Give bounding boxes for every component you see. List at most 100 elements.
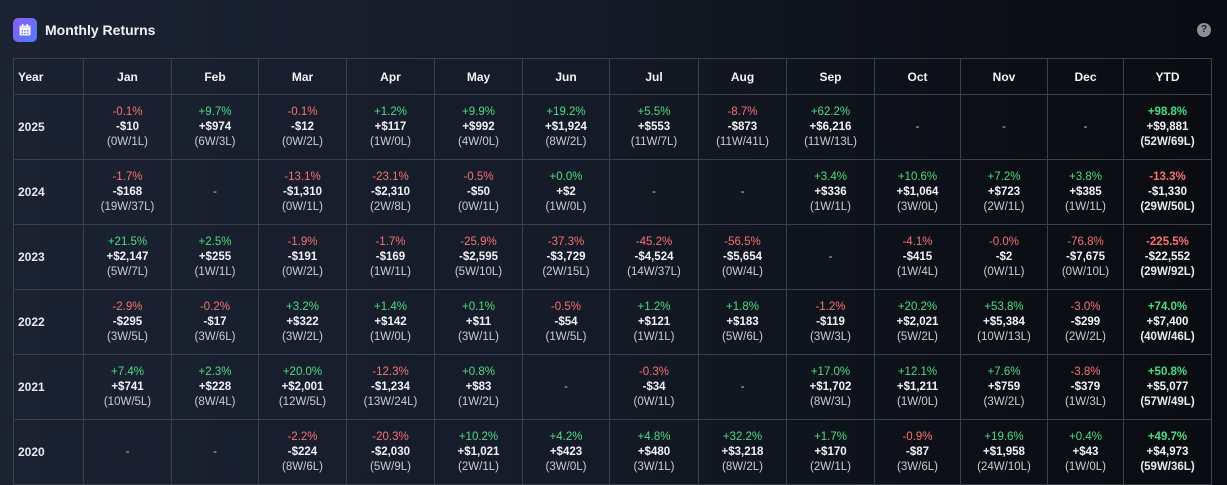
return-percent: +62.2% — [810, 105, 851, 118]
ytd-cell: +98.8% +$9,881 (52W/69L) — [1123, 94, 1212, 160]
ytd-cell: -225.5% -$22,552 (29W/92L) — [1123, 224, 1212, 290]
pnl-amount: +$2,001 — [281, 380, 324, 393]
return-percent: -3.0% — [1070, 300, 1101, 313]
return-percent: +7.6% — [987, 365, 1021, 378]
pnl-amount: +$11 — [465, 315, 492, 328]
pnl-amount: -$2,030 — [370, 445, 410, 458]
month-cell: -23.1% -$2,310 (2W/8L) — [346, 159, 435, 225]
win-loss-count: (1W/1L) — [633, 330, 675, 343]
win-loss-count: (14W/37L) — [627, 265, 681, 278]
month-cell-empty: - — [786, 224, 875, 290]
pnl-amount: -$50 — [466, 185, 491, 198]
return-percent: +7.2% — [987, 170, 1021, 183]
pnl-amount: +$974 — [198, 120, 232, 133]
pnl-amount: +$1,924 — [545, 120, 587, 133]
win-loss-count: (2W/1L) — [458, 460, 499, 473]
month-cell: -56.5% -$5,654 (0W/4L) — [698, 224, 787, 290]
pnl-amount: +$1,211 — [896, 380, 939, 393]
return-percent: +50.8% — [1147, 365, 1188, 378]
empty-value: - — [740, 185, 745, 198]
win-loss-count: (52W/69L) — [1140, 135, 1195, 148]
month-cell-empty: - — [522, 354, 610, 420]
month-cell: +4.8% +$480 (3W/1L) — [609, 419, 699, 485]
year-label: 2025 — [13, 94, 84, 160]
return-percent: +10.6% — [897, 170, 938, 183]
calendar-icon — [13, 18, 37, 42]
month-cell: +3.2% +$322 (3W/2L) — [258, 289, 347, 355]
return-percent: +1.7% — [814, 430, 847, 443]
return-percent: +19.2% — [546, 105, 586, 118]
win-loss-count: (3W/5L) — [107, 330, 148, 343]
empty-value: - — [1002, 120, 1006, 133]
month-cell: +20.0% +$2,001 (12W/5L) — [258, 354, 347, 420]
win-loss-count: (8W/2L) — [722, 460, 763, 473]
win-loss-count: (0W/4L) — [722, 265, 763, 278]
win-loss-count: (1W/0L) — [370, 135, 411, 148]
empty-value: - — [915, 120, 920, 133]
empty-value: - — [740, 380, 745, 393]
pnl-amount: +$2,021 — [896, 315, 939, 328]
return-percent: +0.8% — [462, 365, 495, 378]
win-loss-count: (2W/15L) — [542, 265, 590, 278]
month-cell: -4.1% -$415 (1W/4L) — [874, 224, 961, 290]
month-cell: +53.8% +$5,384 (10W/13L) — [960, 289, 1048, 355]
pnl-amount: +$385 — [1069, 185, 1102, 198]
empty-value: - — [564, 380, 568, 393]
pnl-amount: +$1,064 — [896, 185, 939, 198]
pnl-amount: -$1,310 — [282, 185, 322, 198]
win-loss-count: (2W/1L) — [983, 200, 1025, 213]
month-cell: -0.1% -$10 (0W/1L) — [83, 94, 172, 160]
pnl-amount: +$723 — [987, 185, 1021, 198]
return-percent: -2.9% — [112, 300, 143, 313]
pnl-amount: -$295 — [112, 315, 143, 328]
month-cell: -0.1% -$12 (0W/2L) — [258, 94, 347, 160]
month-cell: -2.2% -$224 (8W/6L) — [258, 419, 347, 485]
column-header-feb: Feb — [171, 58, 259, 95]
pnl-amount: -$1,234 — [370, 380, 410, 393]
win-loss-count: (11W/7L) — [630, 135, 678, 148]
month-cell: -0.5% -$54 (1W/5L) — [522, 289, 610, 355]
month-cell-empty: - — [609, 159, 699, 225]
return-percent: +1.4% — [374, 300, 407, 313]
pnl-amount: +$759 — [987, 380, 1021, 393]
table-row: 2023 +21.5% +$2,147 (5W/7L) +2.5% +$255 (1W/1L… — [13, 224, 1212, 290]
month-cell: -1.7% -$168 (19W/37L) — [83, 159, 172, 225]
return-percent: -0.9% — [902, 430, 933, 443]
return-percent: +1.8% — [726, 300, 759, 313]
pnl-amount: -$34 — [642, 380, 666, 393]
return-percent: +32.2% — [722, 430, 763, 443]
pnl-amount: +$5,384 — [983, 315, 1025, 328]
win-loss-count: (1W/0L) — [897, 395, 938, 408]
return-percent: +74.0% — [1147, 300, 1188, 313]
win-loss-count: (1W/5L) — [545, 330, 587, 343]
month-cell: +2.5% +$255 (1W/1L) — [171, 224, 259, 290]
panel-title: Monthly Returns — [45, 22, 156, 38]
return-percent: +4.2% — [549, 430, 583, 443]
question-circle-icon[interactable]: ? — [1197, 23, 1211, 37]
month-cell: +32.2% +$3,218 (8W/2L) — [698, 419, 787, 485]
return-percent: +20.2% — [897, 300, 938, 313]
return-percent: +21.5% — [107, 235, 148, 248]
win-loss-count: (3W/2L) — [282, 330, 323, 343]
pnl-amount: +$5,077 — [1146, 380, 1189, 393]
return-percent: -23.1% — [372, 170, 409, 183]
pnl-amount: +$1,702 — [809, 380, 852, 393]
pnl-amount: -$5,654 — [722, 250, 762, 263]
pnl-amount: -$54 — [554, 315, 578, 328]
return-percent: -76.8% — [1067, 235, 1104, 248]
win-loss-count: (4W/0L) — [458, 135, 499, 148]
month-cell: -20.3% -$2,030 (5W/9L) — [346, 419, 435, 485]
win-loss-count: (29W/50L) — [1140, 200, 1195, 213]
return-percent: +12.1% — [897, 365, 938, 378]
year-label: 2024 — [13, 159, 84, 225]
pnl-amount: -$191 — [287, 250, 318, 263]
month-cell: +0.8% +$83 (1W/2L) — [434, 354, 523, 420]
table-header-row: Year Jan Feb Mar Apr May Jun Jul Aug Sep Oct Nov Dec… — [13, 58, 1212, 95]
win-loss-count: (0W/1L) — [983, 265, 1025, 278]
pnl-amount: -$7,675 — [1065, 250, 1105, 263]
return-percent: -0.5% — [550, 300, 582, 313]
win-loss-count: (1W/1L) — [810, 200, 851, 213]
pnl-amount: -$17 — [203, 315, 227, 328]
pnl-amount: +$121 — [637, 315, 671, 328]
pnl-amount: -$22,552 — [1144, 250, 1191, 263]
